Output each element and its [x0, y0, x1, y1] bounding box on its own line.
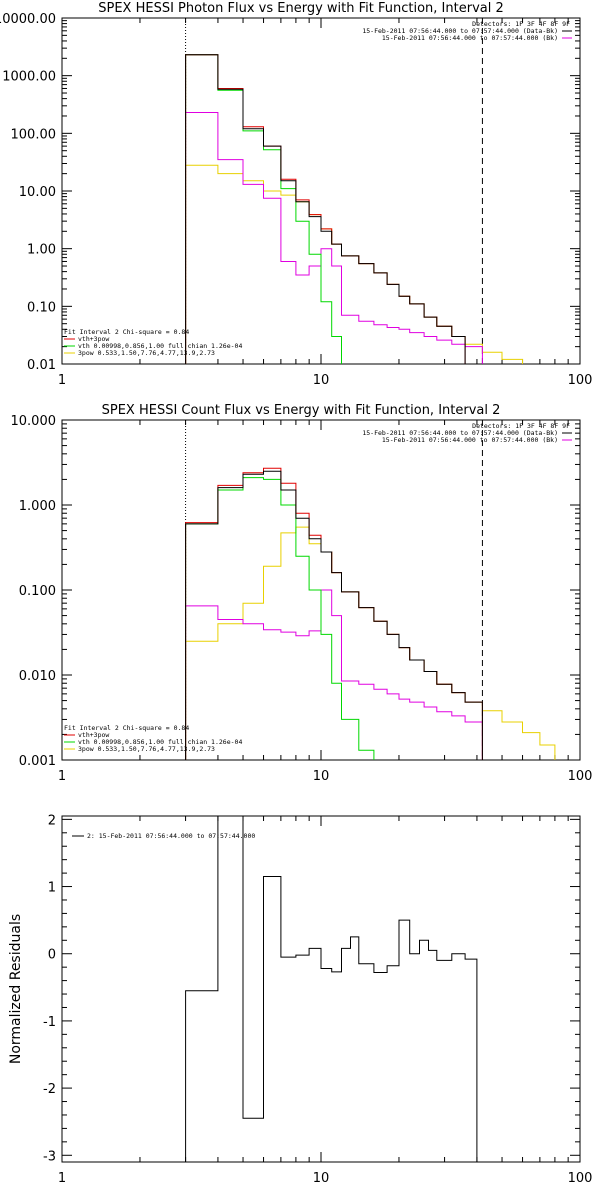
series-4-histogram — [185, 526, 556, 760]
legend-top-entry: 15-Feb-2011 07:56:44.000 to 07:57:44.000… — [362, 429, 558, 437]
series-2-histogram — [185, 467, 483, 760]
panel-2: SPEX HESSI Count Flux vs Energy with Fit… — [11, 403, 593, 784]
panel-1: SPEX HESSI Photon Flux vs Energy with Fi… — [0, 1, 593, 388]
plot-frame — [61, 815, 581, 1163]
series-1-histogram — [185, 816, 478, 1162]
y-tick-label: 2 — [48, 813, 56, 828]
y-tick-label: 0 — [48, 948, 56, 963]
x-tick-label: 1 — [58, 1171, 66, 1186]
x-tick-label: 1 — [58, 373, 66, 388]
series-4-histogram — [185, 164, 523, 364]
y-axis-label: Normalized Residuals — [8, 914, 24, 1064]
legend-bottom-entry: vth+3pow — [78, 335, 109, 343]
y-tick-label: 1.000 — [19, 499, 56, 514]
x-tick-label: 100 — [568, 373, 593, 388]
series-3-histogram — [185, 54, 342, 364]
x-tick-label: 100 — [568, 1171, 593, 1186]
x-tick-label: 10 — [313, 769, 330, 784]
y-tick-label: 100.00 — [11, 127, 57, 142]
panel-3: 1 10 100 -3 -2 -1 0 1 2 Normalized Residuals 2: 15… — [8, 813, 593, 1186]
legend-top-entry: 15-Feb-2011 07:56:44.000 to 07:57:44.000… — [382, 436, 558, 444]
series-3-histogram — [185, 477, 375, 760]
legend-top-entry: 15-Feb-2011 07:56:44.000 to 07:57:44.000… — [362, 27, 558, 35]
series-group — [185, 816, 478, 1162]
x-tick-label: 10 — [313, 373, 330, 388]
y-tick-label: 0.01 — [27, 358, 56, 373]
legend-top-entry: 15-Feb-2011 07:56:44.000 to 07:57:44.000… — [382, 34, 558, 42]
legend-bottom-entry: vth 0.00998,0.856,1.00 full chian 1.26e-… — [78, 342, 242, 350]
series-5-histogram — [185, 589, 483, 760]
y-tick-label: -1 — [43, 1015, 56, 1030]
legend-bottom-entry: Fit Interval 2 Chi-square = 0.84 — [64, 328, 189, 336]
chart-title: SPEX HESSI Photon Flux vs Energy with Fi… — [98, 1, 504, 16]
x-tick-label: 1 — [58, 769, 66, 784]
plot-frame — [61, 17, 581, 365]
y-tick-label: 1000.00 — [2, 70, 56, 85]
y-tick-label: 10.000 — [11, 414, 57, 429]
y-tick-label: 10.00 — [19, 185, 56, 200]
chart-title: SPEX HESSI Count Flux vs Energy with Fit… — [102, 403, 501, 418]
y-tick-label: 10000.00 — [0, 12, 56, 27]
legend-bottom-entry: Fit Interval 2 Chi-square = 0.84 — [64, 724, 189, 732]
series-group — [185, 467, 556, 760]
legend-entry: 2: 15-Feb-2011 07:56:44.000 to 07:57:44.… — [87, 832, 255, 840]
y-tick-label: -3 — [43, 1149, 56, 1164]
series-1-histogram — [185, 54, 466, 364]
y-tick-label: 0.10 — [27, 300, 56, 315]
y-tick-label: -2 — [43, 1082, 56, 1097]
y-tick-label: 0.001 — [19, 754, 56, 769]
y-tick-label: 0.010 — [19, 669, 56, 684]
series-5-histogram — [185, 112, 483, 364]
legend-bottom-entry: 3pow 0.533,1.50,7.76,4.77,13.9,2.73 — [78, 349, 215, 357]
legend-bottom-entry: vth 0.00998,0.856,1.00 full chian 1.26e-… — [78, 738, 242, 746]
series-1-histogram — [185, 470, 483, 760]
y-tick-label: 0.100 — [19, 584, 56, 599]
legend-top-entry: Detectors: 1F 3F 4F 8F 9F — [472, 20, 570, 28]
legend-top-entry: Detectors: 1F 3F 4F 8F 9F — [472, 422, 570, 430]
legend-bottom-entry: vth+3pow — [78, 731, 109, 739]
y-tick-label: 1.00 — [27, 243, 56, 258]
legend-bottom-entry: 3pow 0.533,1.50,7.76,4.77,13.9,2.73 — [78, 745, 215, 753]
series-2-histogram — [185, 54, 466, 364]
series-group — [185, 54, 523, 364]
y-tick-label: 1 — [48, 881, 56, 896]
x-tick-label: 10 — [313, 1171, 330, 1186]
x-tick-label: 100 — [568, 769, 593, 784]
